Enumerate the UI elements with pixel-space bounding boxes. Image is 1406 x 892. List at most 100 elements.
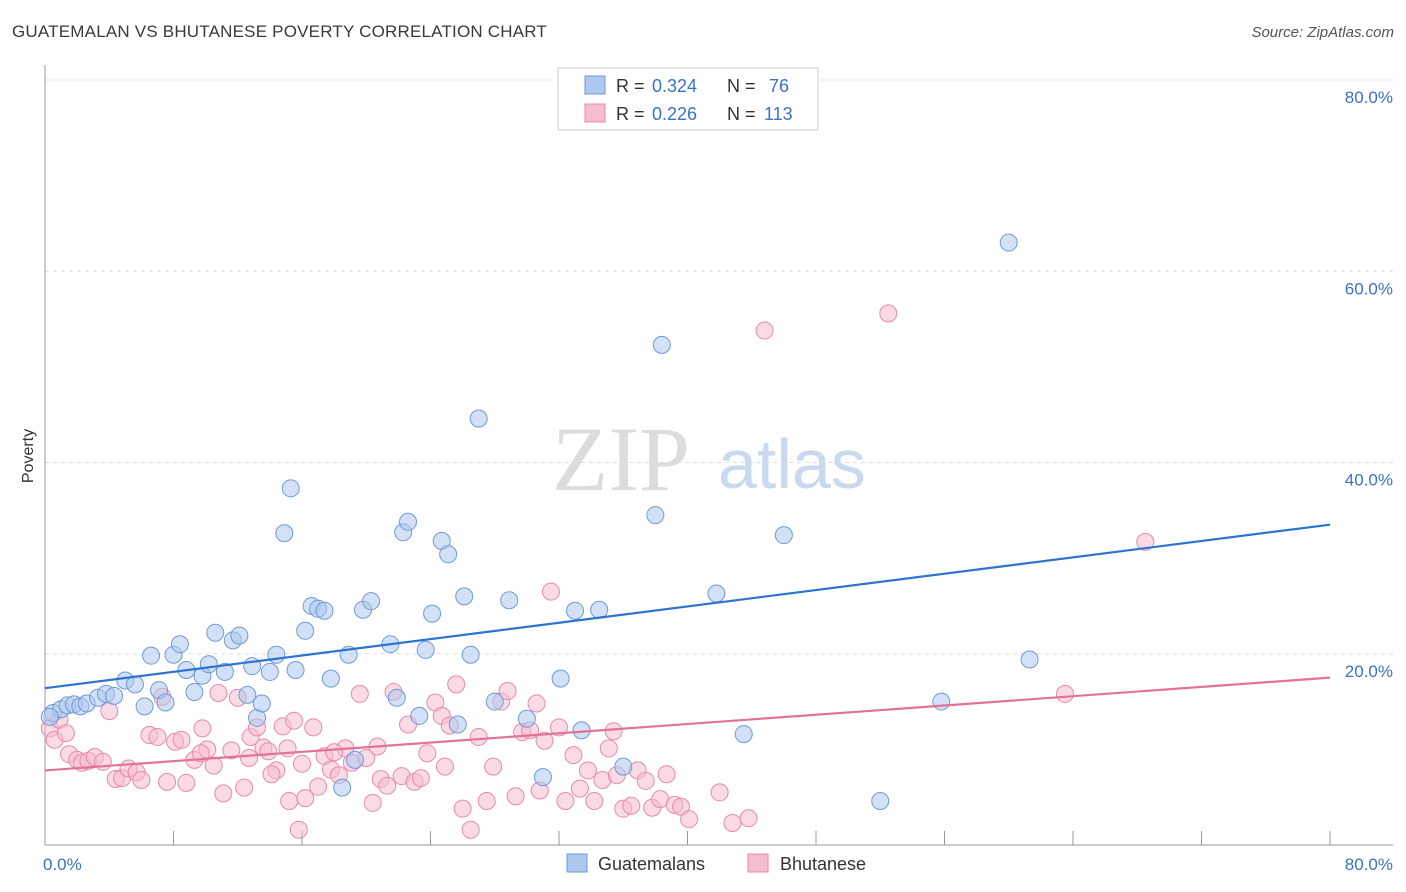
- watermark-zip: ZIP: [552, 408, 690, 510]
- guatemalan-point-58: [500, 591, 519, 610]
- guatemalan-point-22: [215, 662, 234, 681]
- bhutanese-point-107: [262, 765, 281, 784]
- legend-r-label-1: R =: [616, 76, 645, 96]
- bhutanese-point-51: [363, 793, 382, 812]
- guatemalan-point-57: [485, 692, 504, 711]
- guatemalan-point-28: [252, 694, 271, 713]
- bhutanese-trend-line: [44, 676, 1331, 772]
- guatemalan-point-71: [871, 792, 890, 811]
- guatemalan-point-33: [286, 661, 305, 680]
- bhutanese-point-59: [418, 744, 437, 763]
- bhutanese-point-98: [739, 809, 758, 828]
- watermark-atlas: atlas: [718, 425, 866, 503]
- legend-n-value-1: 76: [764, 76, 789, 96]
- legend-n-label-1: N =: [727, 76, 756, 96]
- guatemalan-point-69: [734, 725, 753, 744]
- bhutanese-point-80: [570, 779, 589, 798]
- legend-n-value-2: 113: [764, 104, 793, 124]
- bhutanese-point-68: [484, 757, 503, 776]
- bhutanese-point-21: [172, 730, 191, 749]
- bhutanese-point-3: [56, 724, 75, 743]
- bhutanese-point-43: [309, 777, 328, 796]
- bhutanese-point-92: [657, 765, 676, 784]
- bhutanese-point-78: [556, 792, 575, 811]
- bhutanese-point-75: [535, 731, 554, 750]
- bhutanese-point-15: [132, 770, 151, 789]
- guatemalan-point-25: [238, 685, 257, 704]
- guatemalan-point-73: [999, 233, 1018, 252]
- guatemalan-point-56: [469, 409, 488, 428]
- bottom-label-bhutanese: Bhutanese: [780, 854, 866, 874]
- guatemalan-point-53: [448, 715, 467, 734]
- bhutanese-point-10: [100, 702, 119, 721]
- bhutanese-point-102: [1136, 532, 1155, 551]
- y-tick-label-60: 60.0%: [1345, 279, 1393, 298]
- guatemalan-point-45: [387, 688, 406, 707]
- guatemalan-point-60: [533, 768, 552, 787]
- guatemalan-point-70: [774, 526, 793, 545]
- bhutanese-point-28: [214, 784, 233, 803]
- bhutanese-point-65: [461, 820, 480, 839]
- bhutanese-point-22: [177, 773, 196, 792]
- guatemalan-point-59: [517, 709, 536, 728]
- guatemalan-point-55: [461, 645, 480, 664]
- guatemalan-point-72: [932, 692, 951, 711]
- bhutanese-point-24: [193, 719, 212, 738]
- guatemalan-point-21: [206, 623, 225, 642]
- guatemalan-point-47: [399, 512, 418, 531]
- bhutanese-point-27: [209, 683, 228, 702]
- bhutanese-point-19: [158, 772, 177, 791]
- bottom-label-guatemalans: Guatemalans: [598, 854, 705, 874]
- bhutanese-point-104: [325, 743, 344, 762]
- guatemalan-point-16: [170, 635, 189, 654]
- bhutanese-point-17: [148, 727, 167, 746]
- guatemalan-point-24: [230, 626, 249, 645]
- y-tick-label-80: 80.0%: [1345, 88, 1393, 107]
- bhutanese-point-64: [453, 799, 472, 818]
- guatemalan-point-54: [455, 587, 474, 606]
- bhutanese-point-101: [1055, 684, 1074, 703]
- bhutanese-point-40: [289, 820, 308, 839]
- guatemalan-point-75: [40, 707, 59, 726]
- bhutanese-point-109: [435, 757, 454, 776]
- trend-lines: [44, 523, 1331, 772]
- bhutanese-point-49: [350, 684, 369, 703]
- bottom-swatch-bhutanese: [747, 853, 769, 873]
- guatemalan-point-67: [652, 335, 671, 354]
- grid-lines: [45, 79, 1393, 655]
- legend-r-value-2: 0.226: [652, 104, 697, 124]
- guatemalan-point-43: [362, 592, 381, 611]
- bhutanese-point-76: [541, 582, 560, 601]
- guatemalan-point-50: [423, 604, 442, 623]
- guatemalan-point-18: [185, 683, 204, 701]
- guatemalan-point-49: [416, 640, 435, 659]
- bhutanese-point-67: [477, 792, 496, 811]
- legend-swatch-guatemalans: [584, 75, 606, 95]
- bhutanese-point-29: [222, 741, 241, 760]
- bhutanese-point-81: [578, 761, 597, 780]
- bhutanese-point-99: [755, 321, 774, 340]
- guatemalan-point-52: [439, 545, 458, 564]
- bhutanese-point-63: [447, 675, 466, 694]
- bhutanese-point-95: [680, 810, 699, 829]
- y-tick-label-40: 40.0%: [1345, 471, 1393, 490]
- guatemalan-point-38: [321, 669, 340, 688]
- bhutanese-point-26: [204, 756, 223, 775]
- bhutanese-point-31: [235, 778, 254, 797]
- bhutanese-point-77: [550, 718, 568, 737]
- bhutanese-point-74: [527, 694, 546, 713]
- legend-r-value-1: 0.324: [652, 76, 697, 96]
- guatemalan-point-14: [156, 693, 175, 712]
- x-tick-label-max: 80.0%: [1345, 855, 1393, 874]
- guatemalan-points: [40, 233, 1039, 811]
- legend-r-label-2: R =: [616, 104, 645, 124]
- guatemalan-point-34: [296, 621, 315, 640]
- legend-swatch-bhutanese: [584, 103, 606, 123]
- bhutanese-point-111: [604, 722, 623, 741]
- bhutanese-point-70: [498, 682, 517, 701]
- chart-title: GUATEMALAN VS BHUTANESE POVERTY CORRELAT…: [12, 22, 548, 41]
- guatemalan-point-20: [199, 655, 218, 674]
- bhutanese-point-87: [622, 796, 641, 815]
- bhutanese-point-100: [879, 304, 898, 323]
